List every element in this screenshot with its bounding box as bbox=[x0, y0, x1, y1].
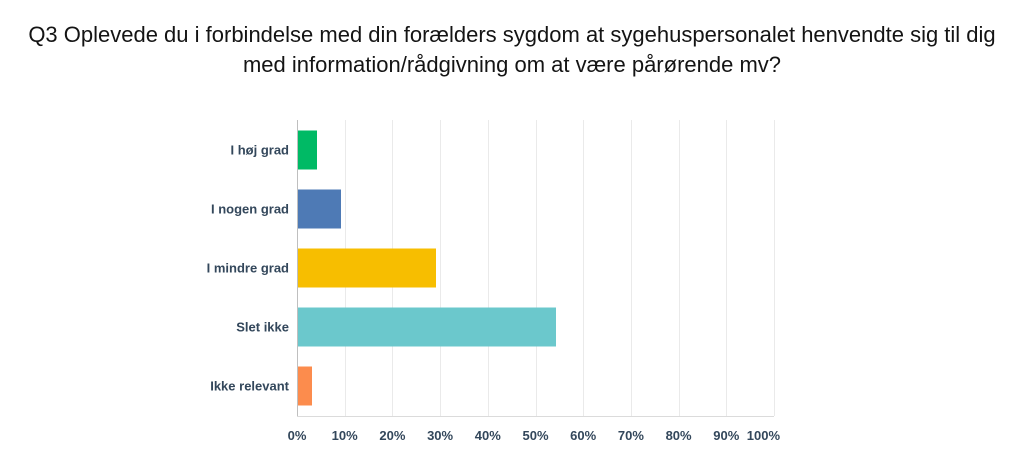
x-tick-label: 80% bbox=[665, 428, 692, 443]
y-axis-line bbox=[297, 120, 298, 416]
chart-title: Q3 Oplevede du i forbindelse med din for… bbox=[28, 22, 996, 77]
x-gridline bbox=[630, 120, 632, 416]
x-gridline bbox=[774, 120, 775, 416]
category-label: I nogen grad bbox=[211, 201, 289, 217]
x-gridline bbox=[678, 120, 680, 416]
x-tick-label: 60% bbox=[570, 428, 597, 443]
x-gridline bbox=[535, 120, 537, 416]
bar-ikke-relevant bbox=[298, 366, 313, 406]
category-label: I høj grad bbox=[230, 142, 290, 158]
bar-i-høj-grad bbox=[298, 130, 318, 170]
x-tick-label: 70% bbox=[617, 428, 644, 443]
x-gridline bbox=[440, 120, 442, 416]
chart-row: Ikke relevant bbox=[210, 357, 774, 416]
chart-row: I nogen grad bbox=[211, 179, 774, 238]
x-tick-label: 40% bbox=[474, 428, 501, 443]
x-tick-label: 90% bbox=[713, 428, 740, 443]
x-gridline bbox=[487, 120, 489, 416]
x-tick-label: 0% bbox=[287, 428, 307, 443]
category-label: I mindre grad bbox=[206, 260, 289, 276]
x-tick-label: 100% bbox=[746, 428, 780, 443]
x-tick-label: 20% bbox=[379, 428, 406, 443]
bar-i-nogen-grad bbox=[298, 189, 341, 229]
x-axis: 0% 10% 20% 30% 40% 50% 60% 70% 80% 90% 100% bbox=[288, 428, 780, 446]
chart-row: I mindre grad bbox=[207, 238, 774, 297]
bar-i-mindre-grad bbox=[298, 248, 437, 288]
x-tick-label: 30% bbox=[427, 428, 454, 443]
bar-slet-ikke bbox=[298, 307, 556, 347]
plot-area: I høj grad I nogen grad I mindre grad Slet … bbox=[207, 120, 775, 417]
chart-row: I høj grad bbox=[231, 120, 774, 179]
category-label: Ikke relevant bbox=[210, 378, 289, 394]
x-gridline bbox=[726, 120, 728, 416]
category-label: Slet ikke bbox=[236, 319, 289, 335]
x-gridline bbox=[583, 120, 585, 416]
x-tick-label: 50% bbox=[522, 428, 549, 443]
chart-row: Slet ikke bbox=[236, 298, 774, 357]
x-tick-label: 10% bbox=[331, 428, 358, 443]
